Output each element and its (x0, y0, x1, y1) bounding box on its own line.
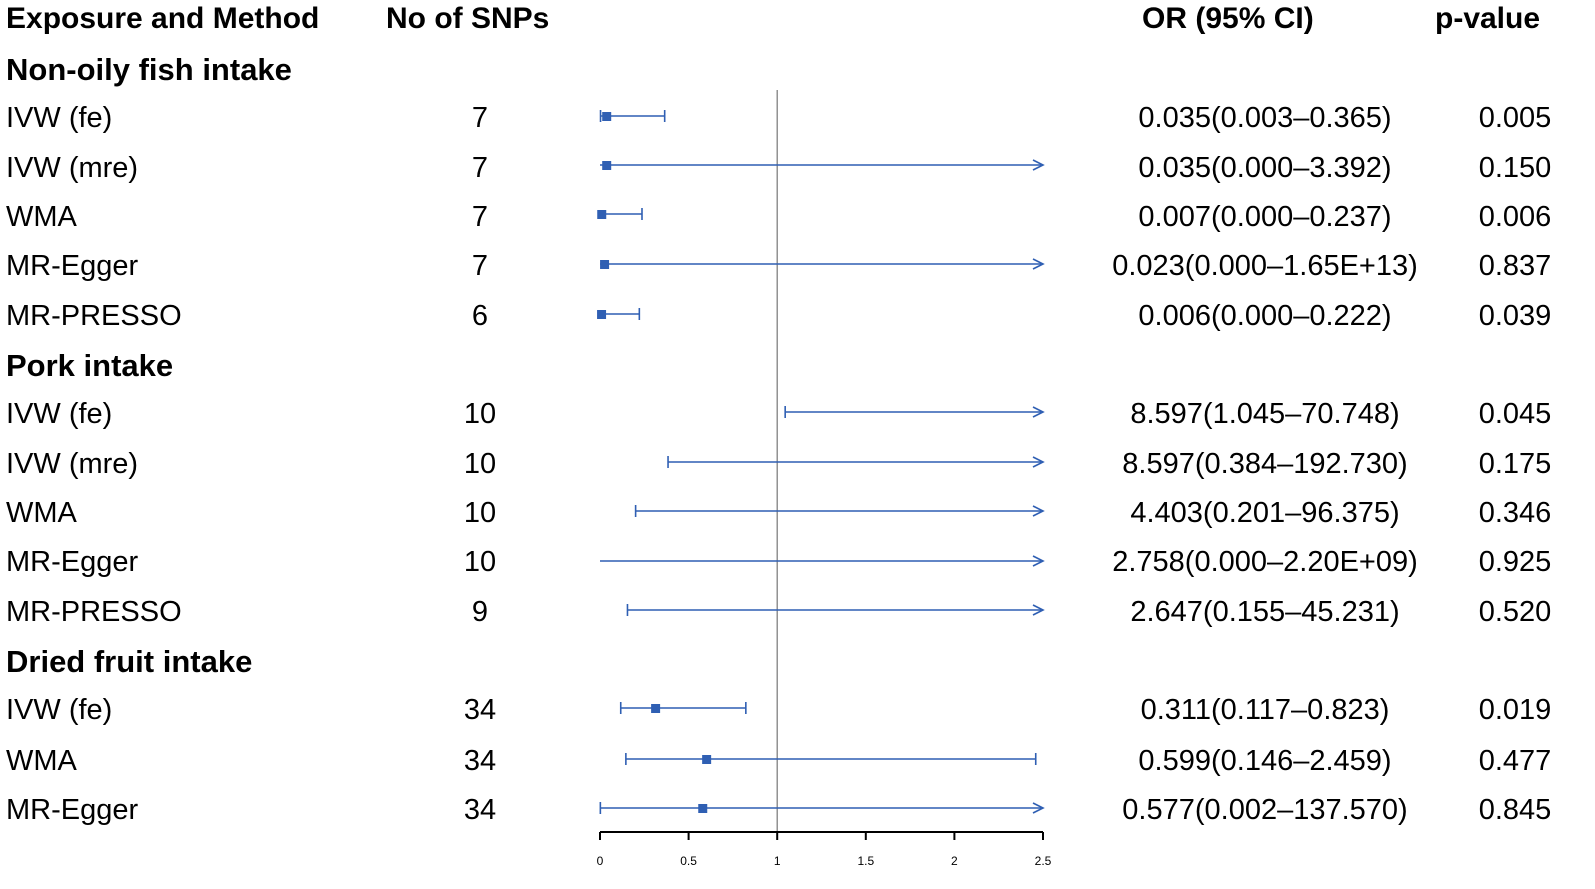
row-or-ci: 2.758(0.000–2.20E+09) (1112, 546, 1418, 578)
row-pvalue: 0.039 (1478, 300, 1552, 332)
row-pvalue: 0.005 (1478, 102, 1552, 134)
row-pvalue: 0.150 (1478, 152, 1552, 184)
row-snps: 10 (463, 546, 497, 578)
row-or-ci: 0.599(0.146–2.459) (1138, 745, 1392, 777)
ci-arrow (1032, 802, 1045, 814)
row-snps: 7 (471, 201, 489, 233)
point-estimate (651, 704, 661, 713)
header-pvalue: p-value (1435, 2, 1541, 35)
ci-arrow (1032, 555, 1045, 567)
group-title: Pork intake (6, 348, 174, 383)
row-snps: 10 (463, 497, 497, 529)
row-snps: 7 (471, 152, 489, 184)
row-or-ci: 2.647(0.155–45.231) (1130, 596, 1400, 628)
row-or-ci: 0.006(0.000–0.222) (1138, 300, 1392, 332)
ci-arrow (1032, 604, 1045, 616)
row-method: IVW (fe) (6, 398, 113, 430)
row-or-ci: 0.311(0.117–0.823) (1140, 694, 1390, 726)
row-or-ci: 0.035(0.003–0.365) (1138, 102, 1392, 134)
row-method: WMA (6, 497, 77, 529)
row-pvalue: 0.925 (1478, 546, 1552, 578)
row-or-ci: 8.597(1.045–70.748) (1130, 398, 1400, 430)
row-method: IVW (fe) (6, 694, 113, 726)
row-method: MR-PRESSO (6, 596, 182, 628)
row-snps: 9 (471, 596, 489, 628)
header-exposure: Exposure and Method (6, 2, 320, 35)
row-or-ci: 0.577(0.002–137.570) (1122, 794, 1408, 826)
row-or-ci: 0.023(0.000–1.65E+13) (1112, 250, 1418, 282)
group-title: Dried fruit intake (6, 644, 253, 679)
ci-arrow (1032, 258, 1045, 270)
row-snps: 34 (463, 794, 497, 826)
row-pvalue: 0.175 (1478, 448, 1552, 480)
point-estimate (602, 112, 612, 121)
row-pvalue: 0.019 (1478, 694, 1552, 726)
row-pvalue: 0.346 (1478, 497, 1552, 529)
point-estimate (600, 260, 610, 269)
header-snps: No of SNPs (386, 2, 550, 35)
point-estimate (597, 310, 607, 319)
row-method: IVW (mre) (6, 448, 139, 480)
row-method: WMA (6, 201, 77, 233)
ci-arrow (1032, 505, 1045, 517)
row-or-ci: 0.007(0.000–0.237) (1138, 201, 1392, 233)
row-snps: 7 (471, 102, 489, 134)
point-estimate (602, 161, 612, 170)
row-method: IVW (mre) (6, 152, 139, 184)
ci-arrow (1032, 159, 1045, 171)
row-method: MR-Egger (6, 250, 139, 282)
header-or: OR (95% CI) (1142, 2, 1314, 35)
row-snps: 10 (463, 398, 497, 430)
row-pvalue: 0.006 (1478, 201, 1552, 233)
x-tick-label: 0.5 (680, 854, 697, 868)
row-pvalue: 0.845 (1478, 794, 1552, 826)
row-pvalue: 0.520 (1478, 596, 1552, 628)
row-snps: 10 (463, 448, 497, 480)
ci-arrow (1032, 456, 1045, 468)
ci-arrow (1032, 406, 1045, 418)
row-method: WMA (6, 745, 77, 777)
row-method: MR-Egger (6, 546, 139, 578)
row-snps: 6 (471, 300, 489, 332)
row-method: MR-Egger (6, 794, 139, 826)
x-tick-label: 2.5 (1035, 854, 1052, 868)
row-method: MR-PRESSO (6, 300, 182, 332)
row-pvalue: 0.477 (1478, 745, 1552, 777)
x-tick-label: 1.5 (857, 854, 874, 868)
row-or-ci: 8.597(0.384–192.730) (1122, 448, 1408, 480)
x-tick-label: 2 (951, 854, 958, 868)
x-tick-label: 0 (597, 854, 604, 868)
row-snps: 34 (463, 694, 497, 726)
row-pvalue: 0.837 (1478, 250, 1552, 282)
point-estimate (702, 755, 712, 764)
point-estimate (698, 804, 708, 813)
row-pvalue: 0.045 (1478, 398, 1552, 430)
row-or-ci: 4.403(0.201–96.375) (1130, 497, 1400, 529)
row-snps: 34 (463, 745, 497, 777)
x-tick-label: 1 (774, 854, 781, 868)
row-or-ci: 0.035(0.000–3.392) (1138, 152, 1392, 184)
row-snps: 7 (471, 250, 489, 282)
row-method: IVW (fe) (6, 102, 113, 134)
point-estimate (597, 210, 607, 219)
group-title: Non-oily fish intake (6, 52, 292, 87)
